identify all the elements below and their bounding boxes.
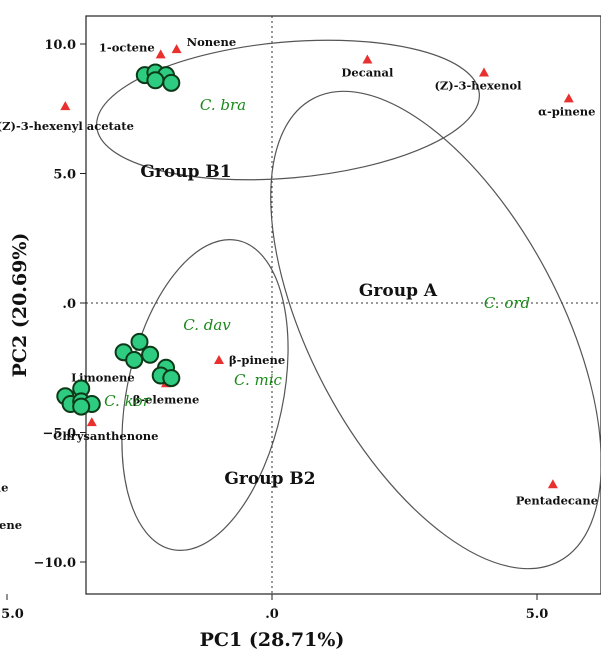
compound-label: (Z)β-ocimene bbox=[0, 518, 22, 532]
species-label: C. dav bbox=[183, 316, 231, 334]
species-label: C. bra bbox=[200, 96, 246, 114]
group-label: Group B1 bbox=[140, 162, 231, 182]
sample-point bbox=[141, 345, 160, 364]
y-tick-label: 5.0 bbox=[53, 168, 76, 183]
compound-marker bbox=[547, 479, 558, 489]
y-tick-label: .0 bbox=[62, 297, 76, 312]
compound-marker bbox=[362, 54, 373, 64]
group-b1-ellipse bbox=[96, 39, 480, 181]
species-label: C. kor bbox=[104, 392, 151, 410]
compound-label: Pentadecane bbox=[516, 493, 598, 507]
x-tick-label: .0 bbox=[265, 607, 279, 622]
y-axis-title: PC2 (20.69%) bbox=[9, 233, 31, 378]
species-labels: C. bra C. ord C. dav C. mic C. kor bbox=[104, 96, 530, 410]
compound-marker bbox=[155, 49, 166, 59]
sample-point bbox=[72, 397, 91, 416]
compound-marker bbox=[86, 417, 97, 427]
group-label: Group A bbox=[359, 281, 438, 301]
compound-marker bbox=[60, 101, 71, 111]
compound-label: α-pinene bbox=[538, 104, 595, 118]
group-ellipses bbox=[96, 39, 601, 570]
sample-point bbox=[162, 73, 181, 92]
compound-label: β-pinene bbox=[229, 353, 285, 367]
sample-point bbox=[146, 71, 165, 90]
species-label: C. ord bbox=[484, 294, 530, 312]
compound-label: Nonene bbox=[187, 35, 237, 49]
x-tick-label: −5.0 bbox=[0, 607, 24, 622]
species-label: C. mic bbox=[234, 371, 282, 389]
sample-point bbox=[130, 332, 149, 351]
y-axis-ticks: 10.0 5.0 .0 −5.0 −10.0 bbox=[33, 38, 86, 571]
compound-label: (Z)-3-hexenol bbox=[434, 78, 522, 92]
compound-marker bbox=[214, 354, 224, 364]
compound-marker bbox=[171, 44, 182, 54]
plot-frame bbox=[85, 15, 601, 595]
y-tick-label: −10.0 bbox=[33, 556, 76, 571]
compound-marker bbox=[563, 93, 574, 103]
sample-point bbox=[125, 350, 144, 369]
compound-label: Decanal bbox=[341, 66, 394, 80]
y-tick-label: 10.0 bbox=[44, 38, 76, 53]
x-axis-title: PC1 (28.71%) bbox=[200, 629, 345, 651]
group-a-ellipse bbox=[270, 90, 601, 570]
compound-markers: 1-octene Nonene Decanal (Z)-3-hexenol α-pine… bbox=[0, 35, 598, 532]
group-label: Group B2 bbox=[224, 469, 315, 489]
compound-label: (Z)-3-hexenyl acetate bbox=[0, 119, 134, 133]
compound-label: β-elemene bbox=[133, 392, 200, 406]
group-b2-ellipse bbox=[121, 239, 289, 551]
x-axis-ticks: −5.0.05.010.0 bbox=[0, 594, 549, 622]
compound-label: 1-octene bbox=[99, 40, 155, 54]
compound-label: 1,3-Pentadiene bbox=[0, 480, 8, 494]
x-tick-label: 5.0 bbox=[526, 607, 549, 622]
compound-label: Limonene bbox=[71, 370, 135, 384]
compound-marker bbox=[479, 67, 489, 77]
sample-point bbox=[162, 369, 181, 388]
sample-markers bbox=[56, 63, 181, 416]
group-labels: Group A Group B1 Group B2 bbox=[140, 162, 437, 489]
compound-label: Chrysanthenone bbox=[53, 429, 158, 443]
y-tick-label: −5.0 bbox=[42, 427, 76, 442]
